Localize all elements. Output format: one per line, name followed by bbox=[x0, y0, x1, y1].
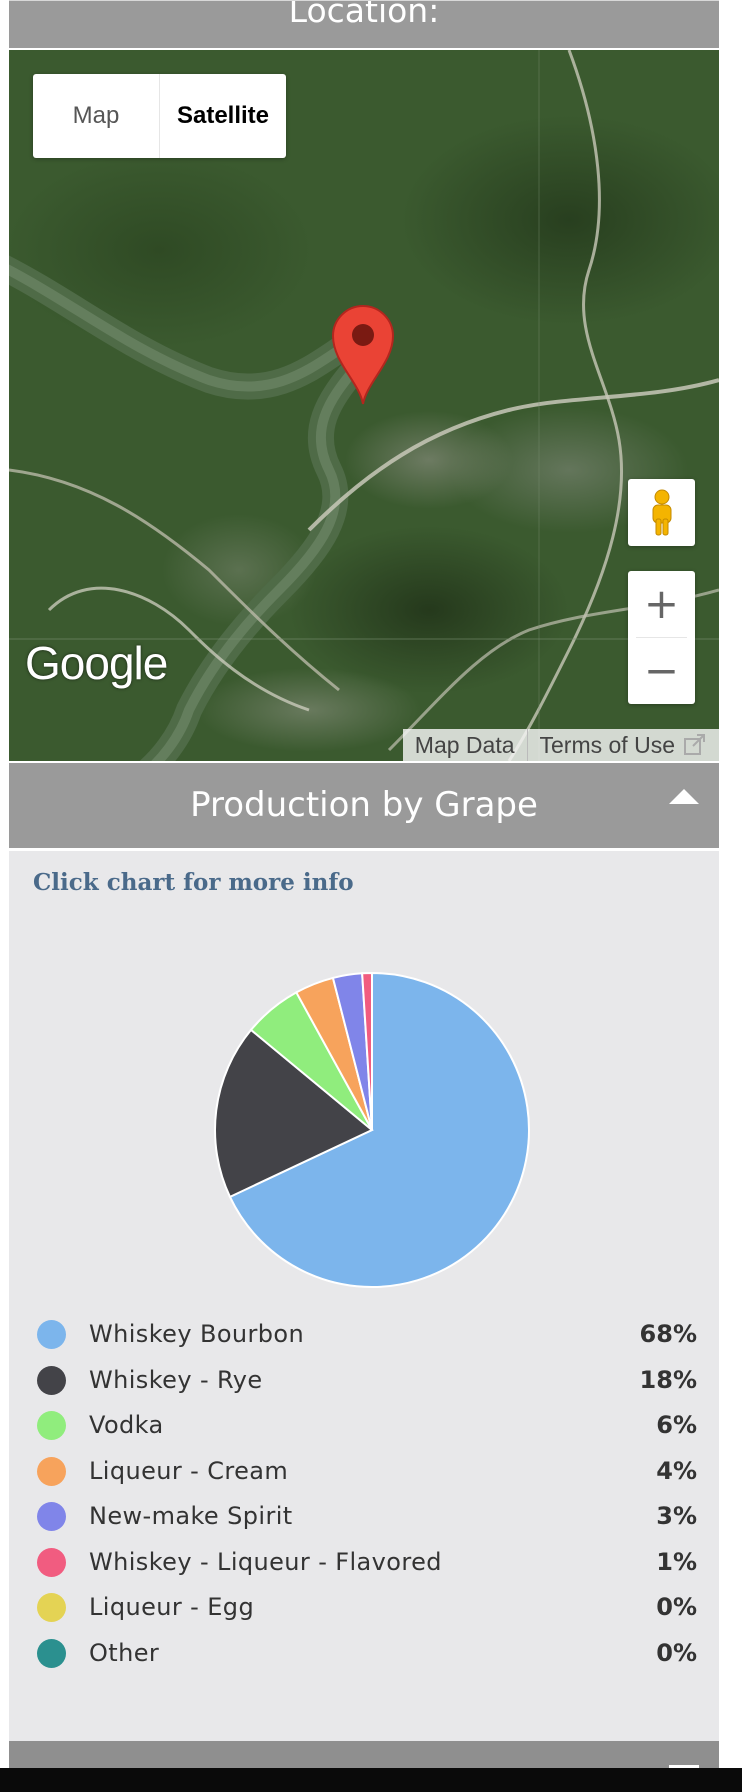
legend-item-other[interactable]: Other 0% bbox=[37, 1632, 697, 1678]
screen-bottom-edge bbox=[0, 1768, 742, 1792]
production-pie-chart[interactable] bbox=[205, 963, 539, 1297]
legend-percent: 68% bbox=[639, 1320, 697, 1348]
legend-percent: 0% bbox=[656, 1638, 697, 1667]
map-marker-icon[interactable] bbox=[329, 302, 397, 410]
legend-item-whiskey-liqueur-flavored[interactable]: Whiskey - Liqueur - Flavored 1% bbox=[37, 1541, 697, 1587]
collapse-bar-icon[interactable] bbox=[669, 1765, 699, 1768]
legend-swatch bbox=[37, 1411, 66, 1440]
legend-label: Whiskey Bourbon bbox=[89, 1320, 305, 1348]
external-link-icon bbox=[683, 734, 707, 756]
legend-item-vodka[interactable]: Vodka 6% bbox=[37, 1404, 697, 1450]
pie-slice-whiskey-rye[interactable] bbox=[214, 1028, 374, 1199]
legend-item-whiskey-bourbon[interactable]: Whiskey Bourbon 68% bbox=[37, 1313, 697, 1359]
google-logo: Google bbox=[25, 637, 168, 689]
chart-legend: Whiskey Bourbon 68% Whiskey - Rye 18% Vodka 6… bbox=[37, 1313, 697, 1677]
zoom-divider bbox=[636, 637, 687, 638]
legend-label: Vodka bbox=[89, 1411, 164, 1439]
legend-item-liqueur-cream[interactable]: Liqueur - Cream 4% bbox=[37, 1450, 697, 1496]
legend-label: Whiskey - Liqueur - Flavored bbox=[89, 1547, 442, 1576]
legend-item-whiskey-rye[interactable]: Whiskey - Rye 18% bbox=[37, 1359, 697, 1405]
production-panel: Click chart for more info Whiskey Bourbo… bbox=[9, 851, 719, 1741]
map-data-link[interactable]: Map Data bbox=[402, 729, 527, 761]
legend-swatch bbox=[37, 1456, 66, 1486]
legend-label: New-make Spirit bbox=[89, 1502, 293, 1530]
legend-percent: 1% bbox=[656, 1547, 697, 1576]
legend-label: Liqueur - Egg bbox=[89, 1593, 255, 1621]
pie-slice-whiskey-bourbon[interactable] bbox=[228, 971, 530, 1288]
legend-label: Liqueur - Cream bbox=[89, 1456, 289, 1485]
legend-swatch bbox=[37, 1593, 66, 1622]
location-title: Location: bbox=[288, 0, 440, 30]
pie-slice-whiskey-liqueur-flavored[interactable] bbox=[361, 971, 373, 1131]
map-type-satellite-button[interactable]: Satellite bbox=[159, 74, 286, 158]
legend-label: Other bbox=[89, 1638, 160, 1667]
chart-hint: Click chart for more info bbox=[33, 869, 354, 896]
legend-percent: 4% bbox=[656, 1456, 697, 1485]
legend-swatch bbox=[37, 1502, 66, 1531]
location-section-header: Location: bbox=[9, 0, 719, 48]
legend-swatch bbox=[37, 1638, 66, 1668]
zoom-control: + − bbox=[628, 571, 695, 704]
legend-swatch bbox=[37, 1365, 66, 1395]
legend-swatch bbox=[37, 1547, 66, 1577]
production-title: Production by Grape bbox=[190, 785, 538, 825]
legend-item-new-make-spirit[interactable]: New-make Spirit 3% bbox=[37, 1495, 697, 1541]
map-data-label: Map Data bbox=[414, 732, 515, 758]
production-section-header[interactable]: Production by Grape bbox=[9, 763, 719, 848]
legend-item-liqueur-egg[interactable]: Liqueur - Egg 0% bbox=[37, 1586, 697, 1632]
legend-label: Whiskey - Rye bbox=[89, 1365, 263, 1394]
map-view[interactable]: Map Satellite + − Google Map Data Terms … bbox=[9, 50, 719, 761]
satellite-imagery bbox=[9, 50, 719, 761]
map-type-map-button[interactable]: Map bbox=[72, 102, 120, 129]
terms-of-use-link[interactable]: Terms of Use bbox=[526, 729, 719, 761]
legend-percent: 18% bbox=[639, 1365, 697, 1394]
legend-percent: 6% bbox=[656, 1411, 697, 1439]
legend-percent: 3% bbox=[656, 1502, 697, 1530]
terms-label: Terms of Use bbox=[539, 732, 675, 758]
legend-swatch bbox=[37, 1320, 66, 1349]
caret-up-icon[interactable] bbox=[669, 789, 699, 804]
next-section-header[interactable] bbox=[9, 1741, 719, 1771]
legend-percent: 0% bbox=[656, 1593, 697, 1621]
map-type-control: Map Satellite bbox=[33, 74, 286, 158]
street-view-pegman-icon[interactable] bbox=[628, 479, 695, 546]
plus-icon[interactable]: + bbox=[643, 579, 680, 628]
map-footer: Map Data Terms of Use bbox=[402, 729, 719, 761]
minus-icon[interactable]: − bbox=[643, 646, 680, 695]
